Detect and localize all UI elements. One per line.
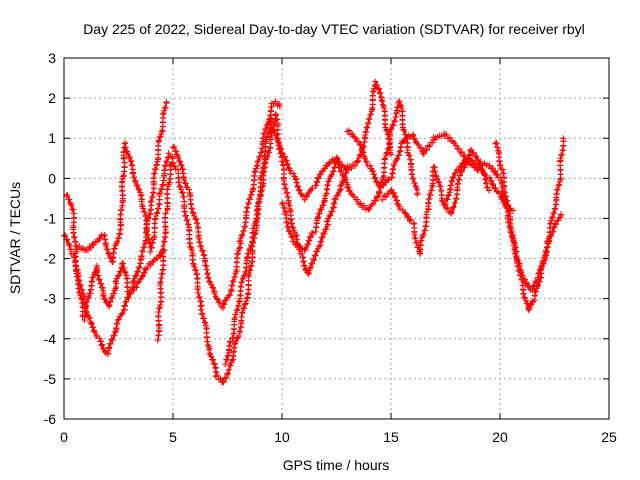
y-tick-label: 2: [48, 90, 56, 106]
y-tick-label: -5: [44, 371, 57, 387]
marks-layer: [61, 78, 567, 386]
series-track-14: [492, 139, 564, 313]
x-tick-label: 5: [169, 429, 177, 445]
x-tick-label: 0: [60, 429, 68, 445]
series-track-9: [279, 98, 421, 253]
data-point-marks: [63, 192, 168, 324]
data-point-marks: [272, 111, 351, 277]
x-tick-label: 10: [274, 429, 290, 445]
x-tick-label: 25: [601, 429, 617, 445]
series-track-3: [74, 139, 176, 265]
y-tick-label: -4: [44, 331, 57, 347]
y-tick-label: 1: [48, 130, 56, 146]
chart-title: Day 225 of 2022, Sidereal Day-to-day VTE…: [83, 21, 585, 37]
series-track-2: [63, 192, 168, 324]
data-point-marks: [475, 135, 567, 294]
data-point-marks: [222, 111, 279, 368]
series-track-11: [379, 146, 493, 257]
series-track-6: [222, 111, 279, 368]
y-tick-label: -1: [44, 210, 57, 226]
x-tick-label: 20: [492, 429, 508, 445]
series-track-10: [344, 127, 482, 191]
y-tick-label: -2: [44, 251, 57, 267]
data-point-marks: [74, 139, 176, 265]
y-tick-label: 0: [48, 170, 56, 186]
x-axis-label: GPS time / hours: [283, 457, 390, 473]
plot-frame: [63, 57, 610, 420]
series-track-4: [154, 115, 275, 386]
series-track-5: [170, 98, 283, 312]
y-axis-label: SDTVAR / TECUs: [7, 182, 23, 294]
series-track-13: [475, 135, 567, 294]
series-track-7: [272, 111, 351, 277]
x-tick-label: 15: [383, 429, 399, 445]
y-tick-label: -3: [44, 291, 57, 307]
data-point-marks: [379, 146, 493, 257]
y-tick-label: -6: [44, 411, 57, 427]
data-point-marks: [170, 98, 283, 312]
series-track-8: [270, 78, 394, 203]
data-point-marks: [492, 139, 564, 313]
data-point-marks: [279, 98, 421, 253]
tick-layer: 0 5 10 15 20 25 -6 -5 -4 -3 -2 -1 0 1 2 3: [44, 50, 617, 445]
y-tick-label: 3: [48, 50, 56, 66]
data-point-marks: [344, 127, 482, 191]
data-point-marks: [154, 115, 275, 386]
data-point-marks: [270, 78, 394, 203]
